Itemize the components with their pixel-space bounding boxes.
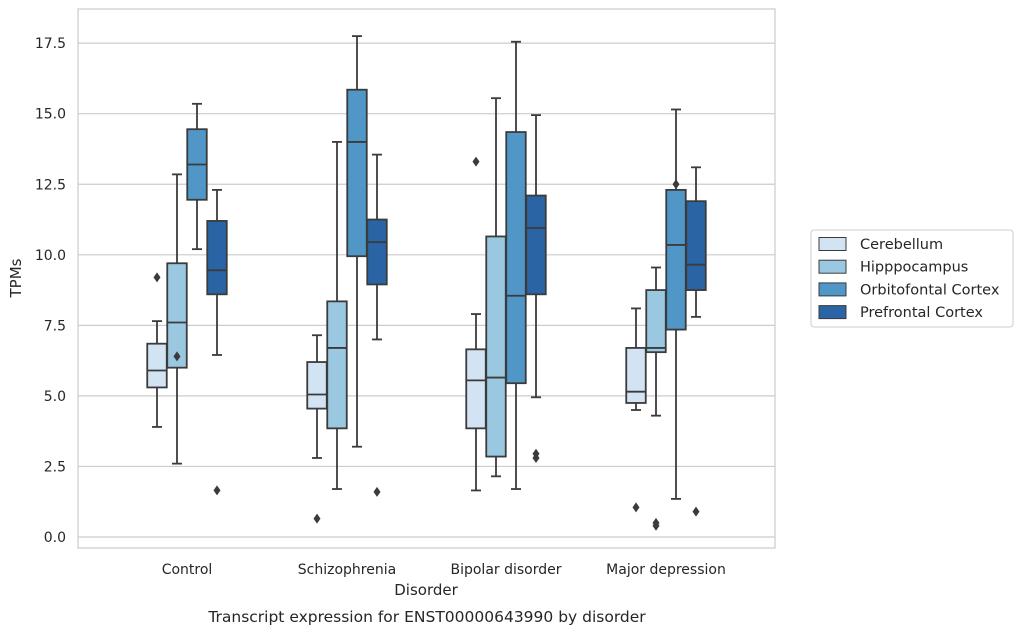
box-cerebellum: [306, 334, 328, 524]
box-prefrontal-cortex: [206, 188, 228, 496]
outlier-point: [632, 502, 640, 513]
box-body: [166, 262, 188, 369]
box-hipppocampus: [485, 97, 507, 478]
x-axis-label: Disorder: [394, 581, 458, 599]
outlier-point: [313, 513, 321, 524]
box-body: [306, 361, 328, 410]
y-tick-label: 10.0: [35, 248, 66, 264]
box-body: [465, 348, 487, 430]
x-tick-label: Major depression: [606, 562, 726, 578]
chart-caption: Transcript expression for ENST0000064399…: [207, 608, 646, 626]
legend-swatch: [818, 259, 847, 274]
outlier-point: [692, 506, 700, 517]
box-prefrontal-cortex: [685, 166, 707, 517]
box-body: [685, 200, 707, 291]
box-body: [326, 300, 348, 430]
box-cerebellum: [146, 272, 168, 428]
outlier-point: [532, 448, 540, 459]
boxes-group: [146, 35, 707, 531]
legend-frame: [810, 229, 1014, 328]
y-tick-label: 12.5: [35, 177, 66, 193]
y-tick-label: 5.0: [44, 389, 66, 405]
box-cerebellum: [625, 307, 647, 513]
x-tick-labels: Control Schizophrenia Bipolar disorder Majo…: [162, 562, 726, 578]
box-body: [505, 131, 527, 385]
box-hipppocampus: [166, 173, 188, 465]
y-tick-label: 0.0: [44, 530, 66, 546]
box-prefrontal-cortex: [366, 153, 388, 497]
outlier-point: [173, 351, 181, 362]
box-body: [625, 347, 647, 404]
box-body: [206, 220, 228, 296]
box-orbitofontal-cortex: [665, 108, 687, 500]
outlier-point: [652, 517, 660, 528]
box-prefrontal-cortex: [525, 114, 547, 463]
box-body: [366, 218, 388, 286]
box-body: [665, 188, 687, 331]
y-tick-labels: 0.0 2.5 5.0 7.5 10.0 12.5 15.0 17.5: [35, 36, 66, 546]
x-tick-label: Schizophrenia: [298, 562, 396, 578]
outlier-point: [373, 486, 381, 497]
box-body: [485, 235, 507, 458]
outlier-point: [472, 156, 480, 167]
legend-label: Prefrontal Cortex: [860, 305, 983, 321]
legend: Cerebellum Hipppocampus Orbitofontal Corte…: [810, 229, 1014, 328]
y-tick-label: 15.0: [35, 107, 66, 123]
legend-swatch: [818, 237, 847, 251]
box-body: [146, 342, 168, 389]
y-axis-label: TPMs: [7, 258, 25, 298]
box-hipppocampus: [645, 266, 667, 531]
legend-label: Hipppocampus: [860, 260, 968, 276]
plot-area: [77, 8, 776, 549]
outlier-point: [213, 485, 221, 496]
x-tick-label: Bipolar disorder: [450, 562, 561, 578]
legend-swatch: [818, 282, 847, 297]
grid-lines: [78, 42, 775, 538]
box-hipppocampus: [326, 141, 348, 490]
outlier-point: [153, 272, 161, 283]
y-tick-label: 17.5: [35, 36, 66, 52]
box-orbitofontal-cortex: [346, 35, 368, 448]
box-body: [346, 88, 368, 258]
outlier-point: [672, 179, 680, 190]
box-body: [645, 289, 667, 354]
x-tick-label: Control: [162, 562, 213, 578]
y-tick-label: 7.5: [44, 318, 66, 334]
legend-label: Orbitofontal Cortex: [860, 282, 1000, 298]
legend-label: Cerebellum: [860, 237, 943, 253]
box-orbitofontal-cortex: [186, 102, 208, 251]
legend-swatch: [818, 305, 847, 320]
y-tick-label: 2.5: [44, 459, 66, 475]
box-body: [525, 194, 547, 296]
